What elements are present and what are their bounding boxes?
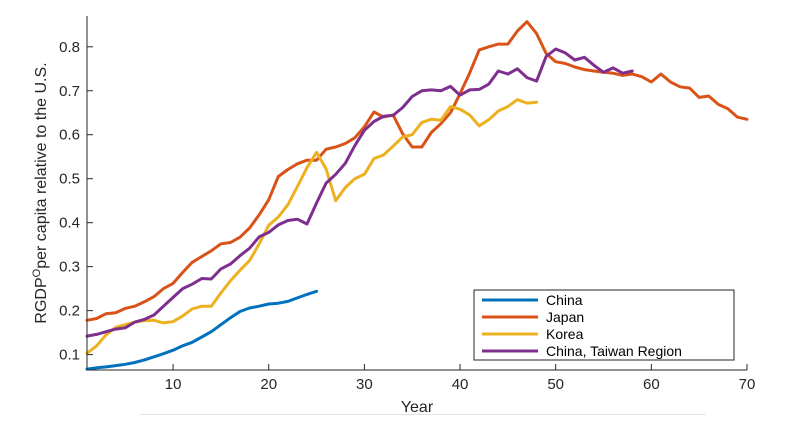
y-axis-label-rest: per capita relative to the U.S. xyxy=(33,62,50,268)
x-tick-label: 50 xyxy=(547,376,564,393)
series-layer xyxy=(85,20,749,371)
y-tick-label: 0.1 xyxy=(59,347,80,364)
x-tick-label: 10 xyxy=(165,376,182,393)
series-line-china xyxy=(85,289,319,371)
y-axis-label-superscript: O xyxy=(31,268,43,277)
y-axis-label: RGDPOper capita relative to the U.S. xyxy=(31,62,50,323)
x-tick-label: 60 xyxy=(643,376,660,393)
x-tick-label: 70 xyxy=(739,376,756,393)
legend: China Japan Korea China, Taiwan Region xyxy=(473,289,735,361)
x-tick-label: 20 xyxy=(260,376,277,393)
y-tick-label: 0.6 xyxy=(59,127,80,144)
legend-label-taiwan: China, Taiwan Region xyxy=(546,343,682,359)
y-tick-label: 0.8 xyxy=(59,39,80,56)
axes: 10 20 30 40 50 60 70 0.1 0.2 0.3 0.4 0.5 0.6 0.7 0.8 xyxy=(59,16,755,393)
x-tick-label: 30 xyxy=(356,376,373,393)
divider-line xyxy=(140,414,706,415)
legend-label-korea: Korea xyxy=(546,326,584,342)
series-line-japan xyxy=(85,20,749,322)
y-tick-label: 0.3 xyxy=(59,259,80,276)
x-ticks: 10 20 30 40 50 60 70 xyxy=(165,364,756,393)
y-ticks: 0.1 0.2 0.3 0.4 0.5 0.6 0.7 0.8 xyxy=(59,39,93,364)
legend-label-japan: Japan xyxy=(546,309,584,325)
y-tick-label: 0.5 xyxy=(59,171,80,188)
series-line-china-taiwan-region xyxy=(85,47,634,338)
y-tick-label: 0.4 xyxy=(59,215,80,232)
x-axis-label: Year xyxy=(401,399,434,416)
x-tick-label: 40 xyxy=(452,376,469,393)
legend-box xyxy=(473,289,735,361)
legend-label-china: China xyxy=(546,292,583,308)
y-tick-label: 0.2 xyxy=(59,303,80,320)
series-line-korea xyxy=(85,98,539,355)
y-axis-label-main: RGDP xyxy=(33,277,50,323)
y-tick-label: 0.7 xyxy=(59,83,80,100)
